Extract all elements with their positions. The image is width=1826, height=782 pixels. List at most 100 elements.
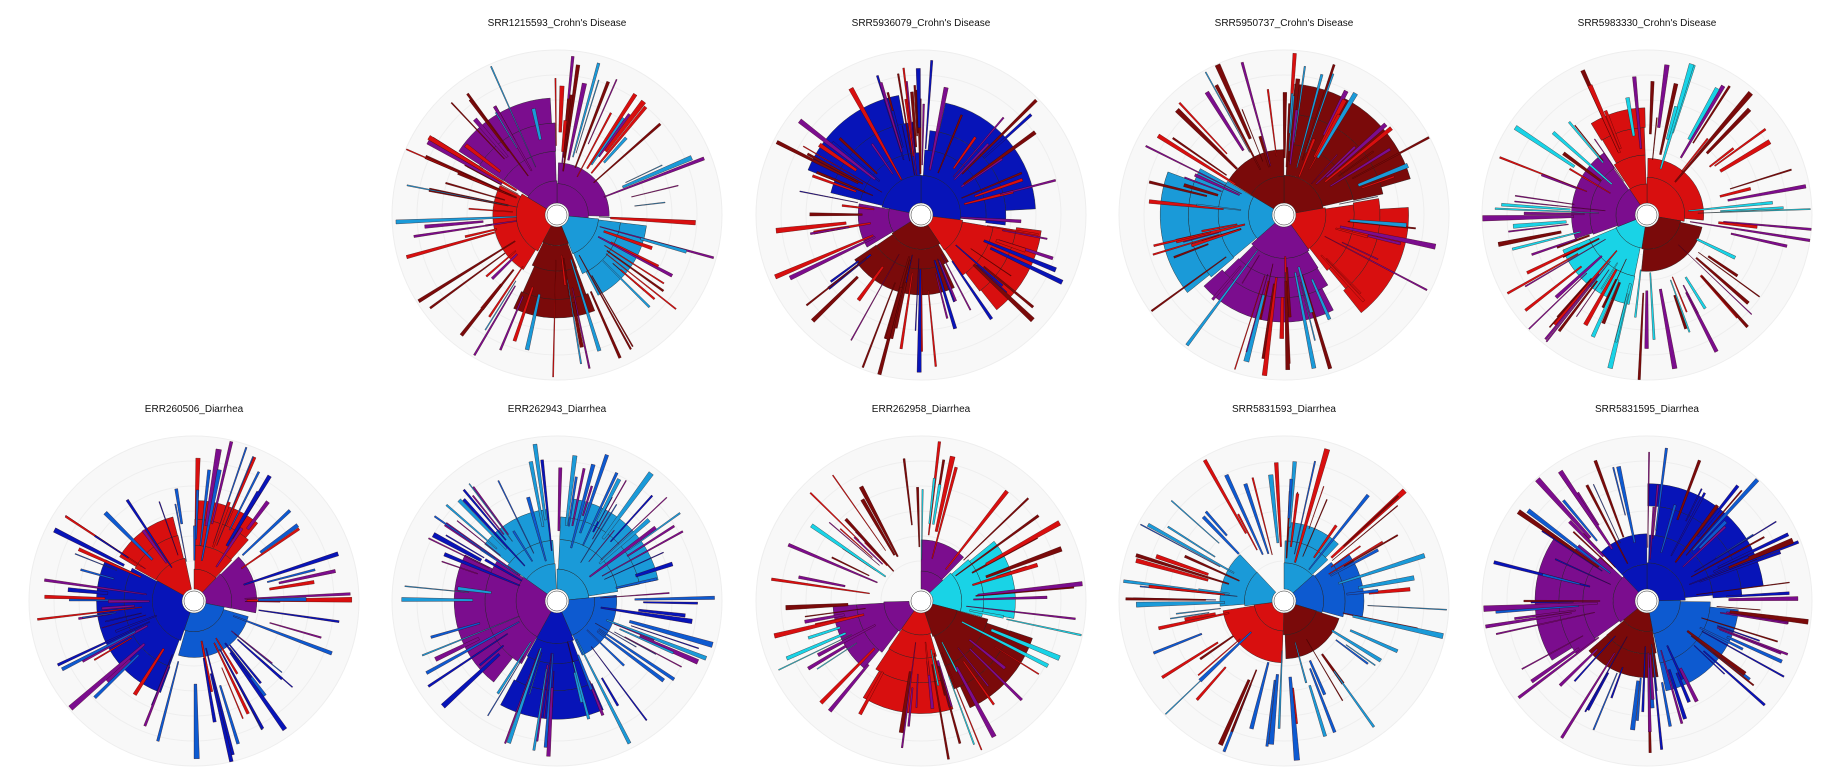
sunburst-leaf	[1325, 122, 1388, 179]
sunburst-leaf	[244, 592, 351, 600]
sunburst-leaf	[1002, 229, 1048, 240]
sunburst-leaf	[1562, 151, 1602, 182]
sunburst-leaf	[1694, 520, 1777, 573]
sunburst-leaf	[1670, 279, 1691, 333]
sunburst-leaf	[199, 469, 211, 546]
sunburst-leaf	[1590, 279, 1620, 338]
sunburst-leaf	[1720, 206, 1784, 212]
sunburst-leaf	[1556, 234, 1590, 249]
background-ring	[1506, 74, 1788, 356]
sunburst-leaf	[1508, 223, 1569, 233]
sunburst-leaf	[1268, 674, 1279, 745]
sunburst-leaf	[1610, 666, 1624, 699]
center-hole	[546, 590, 568, 612]
sunburst-segment	[134, 535, 184, 581]
sunburst-leaf	[1338, 553, 1426, 585]
sunburst-leaf	[526, 496, 547, 562]
sunburst-leaf	[1343, 534, 1399, 567]
sunburst-leaf	[1339, 196, 1378, 205]
sunburst-leaf	[1331, 505, 1399, 561]
sunburst-leaf	[915, 68, 921, 128]
background-ring	[780, 460, 1062, 742]
sunburst-leaf	[1495, 612, 1595, 635]
sunburst-leaf	[1688, 201, 1773, 212]
sunburst-leaf	[850, 253, 900, 341]
sunburst-leaf	[1614, 293, 1629, 343]
background-ring	[441, 99, 673, 331]
sunburst-segment	[572, 594, 617, 656]
sunburst-leaf	[1352, 136, 1430, 180]
sunburst-leaf	[968, 638, 1007, 670]
sunburst-leaf	[1284, 280, 1290, 370]
sunburst-leaf	[624, 636, 682, 668]
sunburst-leaf	[424, 220, 484, 229]
sunburst-leaf	[404, 585, 469, 593]
sunburst-leaf	[1204, 510, 1228, 537]
sunburst-leaf	[989, 247, 1064, 285]
sunburst-leaf	[1685, 488, 1703, 522]
chart-title: SRR5831593_Diarrhea	[1232, 404, 1336, 415]
sunburst-leaf	[1541, 173, 1577, 189]
sunburst-leaf	[1234, 275, 1266, 370]
sunburst-leaf	[1568, 121, 1604, 164]
sunburst-leaf	[807, 644, 847, 671]
sunburst-leaf	[1707, 255, 1739, 278]
sunburst-leaf	[1288, 93, 1294, 134]
sunburst-leaf	[103, 511, 154, 561]
sunburst-segment	[522, 266, 587, 300]
sunburst-leaf	[224, 642, 253, 679]
sunburst-leaf	[1593, 459, 1625, 538]
sunburst-leaf	[1150, 256, 1227, 313]
sunburst-leaf	[1682, 525, 1727, 568]
sunburst-leaf	[628, 512, 681, 551]
sunburst-leaf	[1352, 614, 1444, 639]
sunburst-leaf	[802, 145, 883, 193]
sunburst-leaf	[413, 224, 492, 238]
sunburst-leaf	[1294, 642, 1308, 684]
sunburst-leaf	[588, 525, 658, 578]
sunburst-leaf	[490, 253, 518, 280]
sunburst-leaf	[1245, 274, 1269, 353]
sunburst-leaf	[571, 287, 591, 369]
sunburst-leaf	[61, 630, 136, 672]
sunburst-leaf	[937, 258, 955, 303]
sunburst-leaf	[543, 653, 554, 748]
sunburst-leaf	[969, 609, 1004, 619]
sunburst-leaf	[1349, 219, 1407, 228]
sunburst-leaf	[557, 467, 563, 532]
sunburst-leaf	[266, 568, 316, 583]
sunburst-leaf	[940, 253, 972, 311]
sunburst-leaf	[1717, 532, 1790, 569]
sunburst-leaf	[1506, 253, 1579, 295]
sunburst-leaf	[1300, 281, 1316, 341]
chart-title: SRR5983330_Crohn's Disease	[1577, 18, 1717, 29]
sunburst-leaf	[215, 637, 239, 675]
sunburst-leaf	[1728, 596, 1799, 601]
sunburst-leaf	[619, 628, 674, 655]
background-ring	[1193, 510, 1375, 692]
sunburst-leaf	[1261, 277, 1278, 376]
sunburst-leaf	[818, 142, 858, 172]
sunburst-leaf	[902, 67, 913, 139]
sunburst-leaf	[56, 621, 151, 667]
sunburst-leaf	[1726, 635, 1783, 664]
sunburst-leaf	[1679, 84, 1726, 159]
background-ring	[805, 485, 1037, 717]
sunburst-leaf	[913, 85, 918, 137]
sunburst-leaf	[1514, 200, 1606, 212]
sunburst-leaf	[1251, 477, 1273, 556]
sunburst-leaf	[640, 237, 687, 254]
sunburst-leaf	[575, 638, 632, 745]
sunburst-leaf	[484, 558, 523, 582]
sunburst-leaf	[787, 543, 878, 584]
sunburst-leaf	[1678, 244, 1753, 315]
sunburst-leaf	[603, 230, 653, 250]
sunburst-leaf	[478, 644, 505, 667]
sunburst-leaf	[1657, 64, 1670, 128]
sunburst-leaf	[1701, 630, 1785, 678]
sunburst-leaf	[1201, 515, 1240, 555]
background-ring	[755, 49, 1087, 381]
sunburst-leaf	[853, 536, 884, 565]
sunburst-leaf	[600, 677, 620, 707]
sunburst-leaf	[603, 136, 628, 164]
